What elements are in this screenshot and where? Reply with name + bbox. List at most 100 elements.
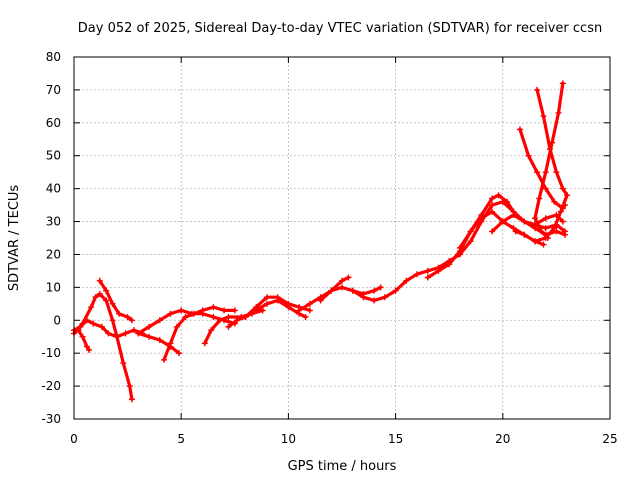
- series-track-2: [71, 317, 146, 340]
- data-point: [124, 313, 131, 320]
- data-point: [146, 333, 153, 340]
- data-point: [109, 300, 116, 307]
- data-point: [253, 307, 260, 314]
- data-point: [510, 225, 517, 232]
- y-axis-label: SDTVAR / TECUs: [7, 185, 22, 292]
- data-point: [225, 323, 232, 330]
- y-tick-label: 50: [46, 149, 61, 163]
- series-track-19: [531, 80, 566, 241]
- data-point: [534, 86, 541, 93]
- data-point: [88, 304, 95, 311]
- data-point: [259, 307, 266, 314]
- y-tick-label: -20: [41, 379, 61, 393]
- data-point: [561, 231, 568, 238]
- y-tick-label: 60: [46, 116, 61, 130]
- data-point: [182, 313, 189, 320]
- data-point: [467, 238, 474, 245]
- data-point: [131, 327, 138, 334]
- data-point: [538, 228, 545, 235]
- data-point: [531, 215, 538, 222]
- data-point: [90, 320, 97, 327]
- data-point: [83, 343, 90, 350]
- data-point: [489, 202, 496, 209]
- data-point: [285, 304, 292, 311]
- series-line: [72, 292, 134, 401]
- data-point: [478, 215, 485, 222]
- data-point: [339, 277, 345, 284]
- data-point: [178, 307, 185, 314]
- data-point: [549, 139, 556, 146]
- x-tick-label: 25: [602, 432, 617, 446]
- data-point: [128, 317, 135, 324]
- y-tick-label: 20: [46, 247, 61, 261]
- data-point: [536, 195, 543, 202]
- series-track-4: [96, 277, 135, 324]
- data-point: [302, 313, 309, 320]
- data-point: [371, 297, 378, 304]
- data-point: [531, 225, 538, 232]
- series-line: [297, 275, 350, 312]
- data-point: [83, 317, 90, 324]
- data-point: [467, 228, 474, 235]
- data-point: [551, 225, 558, 232]
- data-point: [113, 333, 120, 340]
- data-point: [128, 396, 135, 403]
- data-point: [542, 169, 549, 176]
- data-point: [75, 327, 82, 334]
- data-point: [242, 313, 249, 320]
- data-point: [435, 267, 442, 274]
- data-point: [199, 307, 206, 314]
- y-tick-label: 80: [46, 50, 61, 64]
- data-point: [489, 208, 496, 215]
- data-point: [504, 198, 511, 205]
- data-point: [191, 310, 198, 317]
- data-point: [263, 294, 270, 301]
- series-track-6: [135, 307, 238, 337]
- data-point: [542, 225, 549, 232]
- data-point: [208, 327, 215, 334]
- chart-title: Day 052 of 2025, Sidereal Day-to-day VTE…: [78, 21, 602, 36]
- data-point: [96, 290, 103, 297]
- data-point: [540, 113, 547, 120]
- data-point: [126, 383, 133, 390]
- series-line: [514, 88, 569, 243]
- data-point: [92, 294, 99, 301]
- data-point: [510, 211, 517, 218]
- data-point: [103, 297, 110, 304]
- data-point: [328, 287, 335, 294]
- series-line: [76, 328, 91, 352]
- data-point: [263, 300, 270, 307]
- data-point: [274, 297, 281, 304]
- data-point: [534, 169, 541, 176]
- data-point: [557, 208, 564, 215]
- data-point: [559, 80, 566, 87]
- y-tick-label: 30: [46, 215, 61, 229]
- data-point: [210, 313, 217, 320]
- y-tick-label: -30: [41, 412, 61, 426]
- data-point: [216, 317, 223, 324]
- y-tick-label: 0: [53, 313, 61, 327]
- series-line: [136, 308, 237, 335]
- data-point: [553, 169, 560, 176]
- y-tick-label: 10: [46, 280, 61, 294]
- data-point: [233, 317, 240, 324]
- data-point: [176, 350, 183, 357]
- series-track-10: [242, 297, 309, 320]
- x-tick-label: 20: [495, 432, 510, 446]
- data-point: [424, 274, 431, 281]
- data-point: [544, 235, 551, 241]
- data-point: [349, 287, 356, 294]
- data-point: [559, 185, 566, 192]
- data-point: [489, 195, 496, 202]
- data-point: [201, 340, 208, 347]
- data-point: [414, 271, 421, 278]
- data-point: [98, 323, 105, 330]
- data-point: [381, 294, 388, 301]
- data-point: [96, 277, 103, 284]
- data-point: [103, 287, 110, 294]
- data-point: [105, 330, 112, 337]
- data-point: [77, 323, 84, 330]
- series-line: [533, 81, 565, 240]
- data-point: [456, 244, 463, 251]
- data-point: [231, 307, 238, 314]
